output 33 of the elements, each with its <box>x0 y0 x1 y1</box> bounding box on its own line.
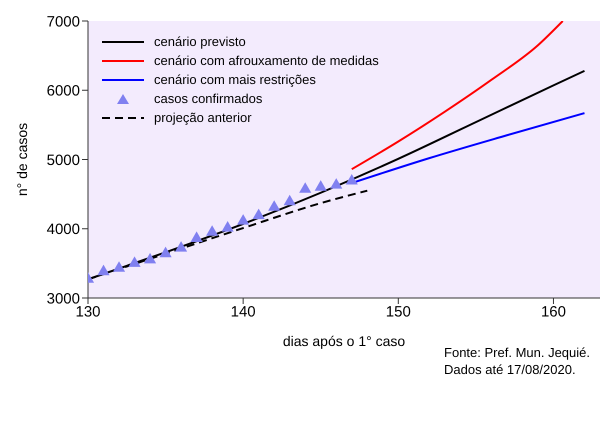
point <box>144 252 156 264</box>
legend-label: projeção anterior <box>154 110 252 125</box>
y-tick-label: 5000 <box>46 152 80 169</box>
x-tick-label: 160 <box>540 304 566 321</box>
y-axis-title: n° de casos <box>14 122 30 196</box>
point <box>346 174 358 184</box>
point <box>190 231 203 242</box>
point <box>284 194 296 206</box>
point <box>252 208 265 220</box>
x-axis-title: dias após o 1° caso <box>282 333 406 349</box>
point <box>222 221 234 232</box>
x-tick-label: 140 <box>230 304 256 321</box>
legend-label: cenário previsto <box>154 34 246 49</box>
y-tick-label: 7000 <box>46 13 80 30</box>
point <box>206 225 218 236</box>
point <box>97 264 110 276</box>
point <box>330 178 342 189</box>
point <box>314 180 327 191</box>
source-note: Fonte: Pref. Mun. Jequié. <box>444 344 590 361</box>
point <box>112 261 126 272</box>
y-tick-label: 4000 <box>46 221 80 238</box>
point <box>299 182 312 193</box>
y-tick-label: 6000 <box>46 82 80 100</box>
point <box>175 241 188 252</box>
legend-label: casos confirmados <box>154 91 262 106</box>
point <box>128 256 141 267</box>
x-tick-label: 150 <box>386 304 411 321</box>
legend-label: cenário com mais restrições <box>154 72 316 87</box>
text: Dados até 17/08/2020. <box>444 361 577 378</box>
point <box>268 200 280 211</box>
legend-label: cenário com afrouxamento de medidas <box>154 53 379 68</box>
point <box>237 214 250 225</box>
point <box>159 246 172 258</box>
